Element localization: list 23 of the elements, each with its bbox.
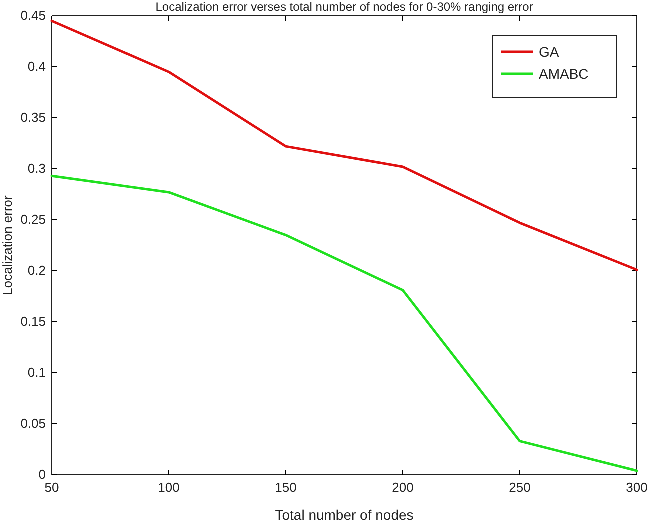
y-tick-label: 0.2 xyxy=(28,263,46,278)
x-tick-label: 50 xyxy=(44,480,60,496)
x-tick-label: 300 xyxy=(626,480,648,496)
line-series xyxy=(50,174,638,472)
y-tick-label: 0.35 xyxy=(20,110,46,126)
x-tick-label: 200 xyxy=(392,480,414,496)
y-axis-title: Localization error xyxy=(0,194,15,296)
y-tick-label: 0.3 xyxy=(28,161,46,176)
y-tick-label: 0.05 xyxy=(20,416,46,432)
y-tick-label: 0.45 xyxy=(20,8,46,24)
x-tick-label: 100 xyxy=(158,480,180,496)
legend-label: GA xyxy=(539,44,560,60)
chart-title: Localization error verses total number of nodes for 0-30% ranging error xyxy=(156,0,534,14)
y-tick-label: 0.4 xyxy=(28,59,46,74)
y-tick-label: 0.25 xyxy=(20,212,46,228)
legend-label: AMABC xyxy=(539,66,589,82)
line-series xyxy=(50,20,638,272)
y-tick-label: 0 xyxy=(38,467,46,482)
y-tick-label: 0.15 xyxy=(20,314,46,330)
x-axis-title: Total number of nodes xyxy=(275,507,414,523)
x-tick-label: 250 xyxy=(509,480,531,496)
x-tick-label: 150 xyxy=(275,480,297,496)
y-tick-label: 0.1 xyxy=(28,365,46,380)
